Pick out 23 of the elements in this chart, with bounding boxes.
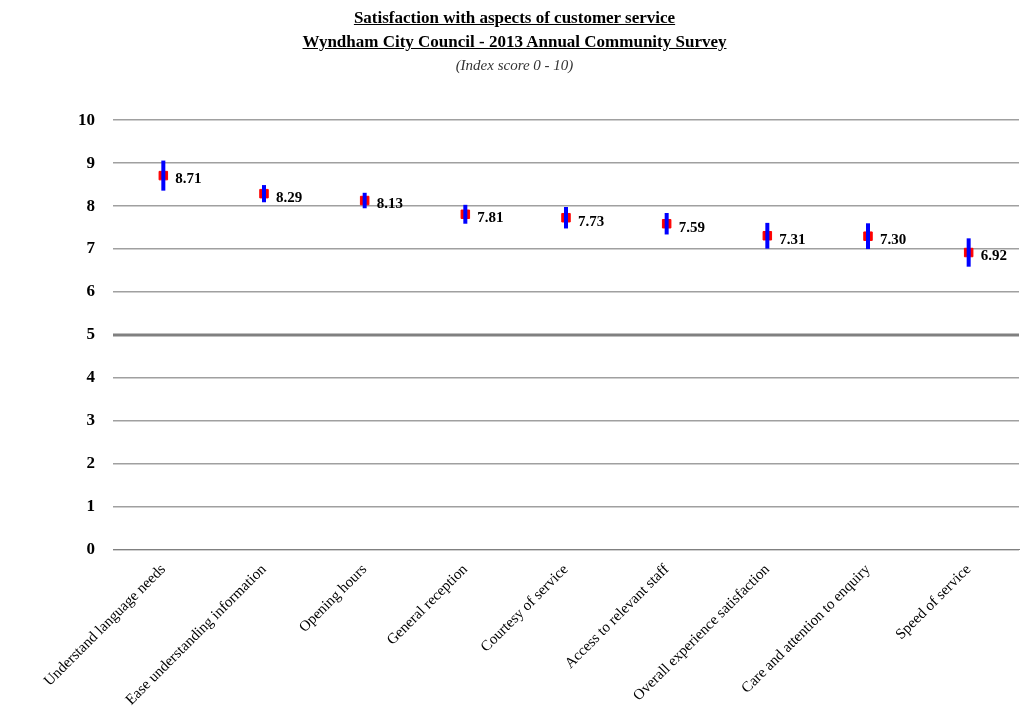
chart-title: Satisfaction with aspects of customer service — [352, 7, 677, 29]
y-tick-label: 1 — [86, 496, 95, 516]
data-label: 7.73 — [578, 212, 605, 229]
data-label: 8.29 — [276, 188, 303, 205]
data-label: 8.13 — [376, 195, 403, 212]
y-tick-label: 4 — [86, 367, 96, 387]
y-tick-label: 6 — [86, 281, 95, 301]
data-label: 8.71 — [175, 170, 202, 187]
y-tick-label: 8 — [86, 195, 95, 215]
data-label: 7.59 — [678, 218, 705, 235]
y-tick-label: 5 — [86, 324, 95, 344]
y-tick-label: 0 — [86, 539, 95, 559]
data-label: 7.30 — [880, 231, 907, 248]
y-tick-label: 7 — [86, 238, 96, 258]
y-tick-label: 2 — [86, 453, 95, 473]
y-tick-label: 3 — [86, 410, 95, 430]
text: (Index score 0 - 10) — [454, 56, 575, 75]
y-tick-label: 9 — [86, 152, 95, 172]
data-label: 7.81 — [477, 209, 504, 226]
data-label: 6.92 — [980, 247, 1007, 264]
chart-subtitle: Wyndham City Council - 2013 Annual Community Survey — [301, 31, 728, 53]
y-tick-label: 10 — [78, 109, 95, 129]
data-label: 7.31 — [779, 230, 806, 247]
